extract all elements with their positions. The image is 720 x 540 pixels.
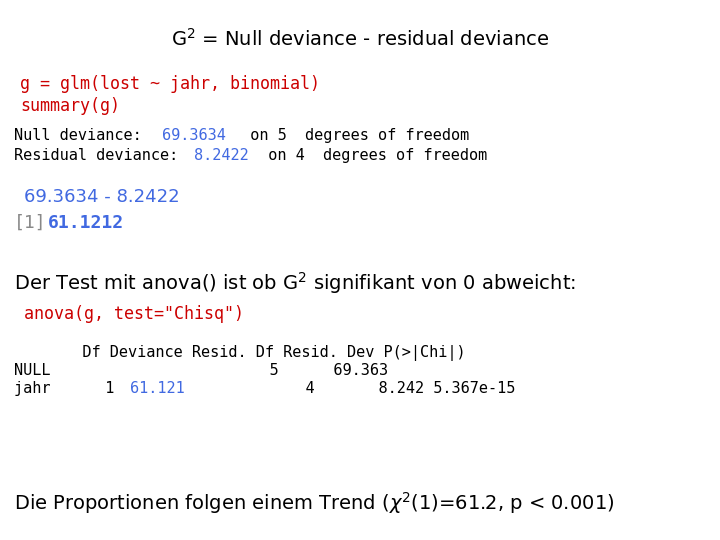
Text: jahr      1: jahr 1	[14, 381, 142, 396]
Text: NULL                        5      69.363: NULL 5 69.363	[14, 363, 388, 378]
Text: on 4  degrees of freedom: on 4 degrees of freedom	[250, 148, 487, 163]
Text: Die Proportionen folgen einem Trend ($\chi^2$(1)=61.2, p < 0.001): Die Proportionen folgen einem Trend ($\c…	[14, 490, 614, 516]
Text: Der Test mit anova() ist ob $\mathregular{G}^{\mathregular{2}}$ signifikant von : Der Test mit anova() ist ob $\mathregula…	[14, 270, 576, 296]
Text: on 5  degrees of freedom: on 5 degrees of freedom	[232, 128, 469, 143]
Text: 8.2422: 8.2422	[194, 148, 248, 163]
Text: $\mathregular{G}^{\mathregular{2}}$ = Null deviance - residual deviance: $\mathregular{G}^{\mathregular{2}}$ = Nu…	[171, 28, 549, 50]
Text: 4       8.242 5.367e-15: 4 8.242 5.367e-15	[196, 381, 516, 396]
Text: anova(g, test="Chisq"): anova(g, test="Chisq")	[24, 305, 244, 323]
Text: 61.121: 61.121	[130, 381, 185, 396]
Text: Residual deviance:: Residual deviance:	[14, 148, 197, 163]
Text: 61.1212: 61.1212	[48, 214, 124, 232]
Text: [1]: [1]	[14, 214, 47, 232]
Text: g = glm(lost ~ jahr, binomial): g = glm(lost ~ jahr, binomial)	[20, 75, 320, 93]
Text: 69.3634 - 8.2422: 69.3634 - 8.2422	[24, 188, 179, 206]
Text: Df Deviance Resid. Df Resid. Dev P(>|Chi|): Df Deviance Resid. Df Resid. Dev P(>|Chi…	[55, 345, 466, 361]
Text: 69.3634: 69.3634	[162, 128, 226, 143]
Text: summary(g): summary(g)	[20, 97, 120, 115]
Text: Null deviance:: Null deviance:	[14, 128, 151, 143]
